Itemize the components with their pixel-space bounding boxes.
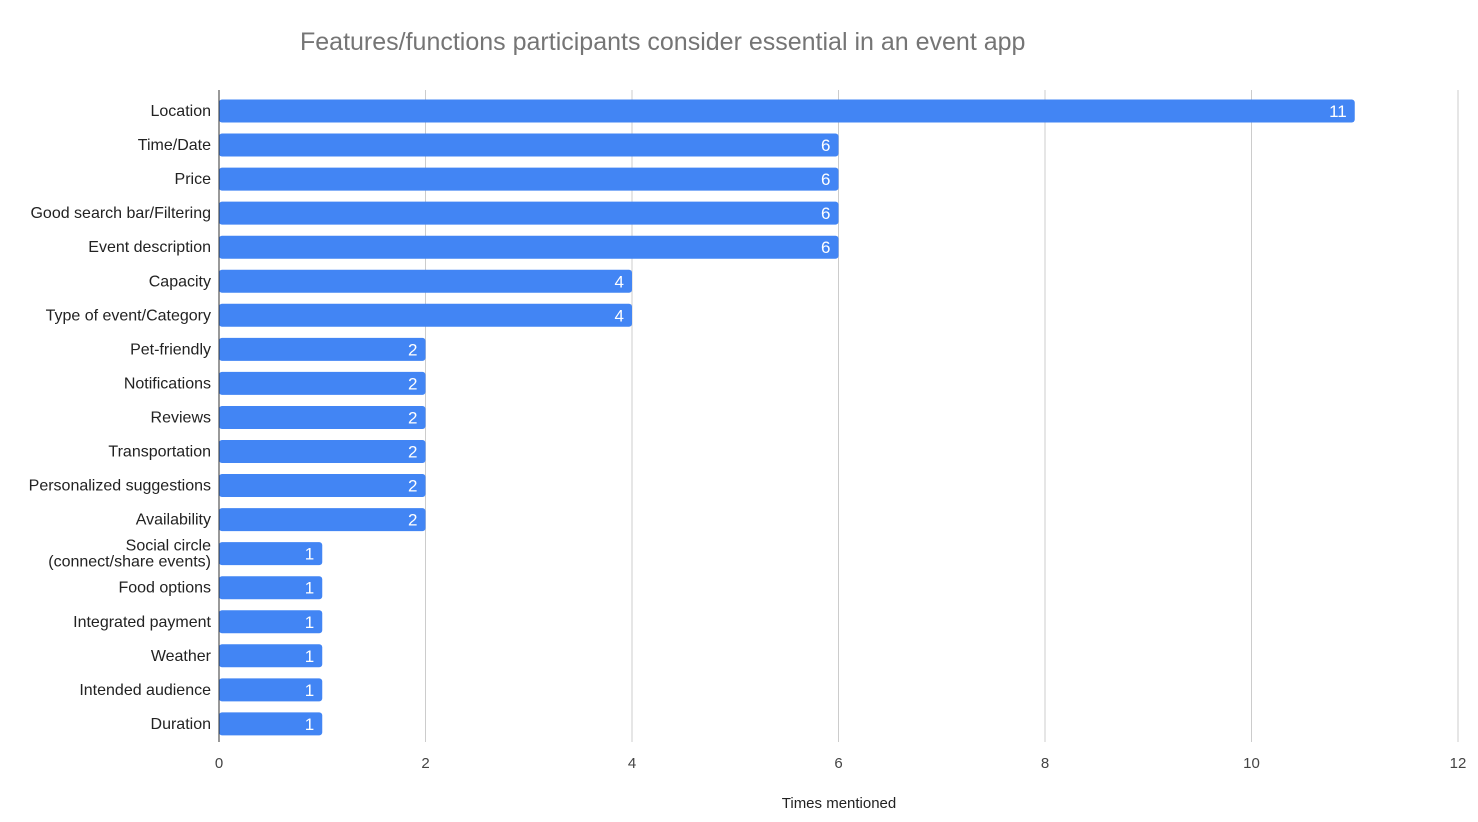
x-tick-label: 4 xyxy=(628,755,636,772)
data-label: 1 xyxy=(305,681,314,700)
data-label: 1 xyxy=(305,579,314,598)
category-label: Capacity xyxy=(149,273,211,290)
bar xyxy=(219,371,426,395)
chart-title: Features/functions participants consider… xyxy=(300,28,1026,56)
bar xyxy=(219,201,839,225)
x-axis-title: Times mentioned xyxy=(782,795,897,812)
category-label: Good search bar/Filtering xyxy=(30,205,211,222)
data-label: 6 xyxy=(821,238,830,257)
data-label: 1 xyxy=(305,545,314,564)
category-label: Event description xyxy=(88,239,211,256)
gridlines xyxy=(425,90,1459,742)
category-label: Intended audience xyxy=(79,682,211,699)
data-label: 2 xyxy=(408,374,417,393)
category-label: Reviews xyxy=(151,409,211,426)
bar xyxy=(219,678,323,702)
data-label: 6 xyxy=(821,170,830,189)
bar xyxy=(219,133,839,157)
category-label: Food options xyxy=(118,580,211,597)
bar xyxy=(219,610,323,634)
x-tick-label: 12 xyxy=(1450,755,1467,772)
category-label: Personalized suggestions xyxy=(29,478,211,495)
bar xyxy=(219,508,426,532)
x-tick-label: 0 xyxy=(215,755,223,772)
x-tick-label: 6 xyxy=(834,755,842,772)
bar xyxy=(219,576,323,600)
data-label: 11 xyxy=(1329,102,1347,121)
bar xyxy=(219,303,632,327)
bar xyxy=(219,405,426,429)
bars xyxy=(219,99,1355,736)
data-label: 2 xyxy=(408,408,417,427)
category-label: Transportation xyxy=(108,444,211,461)
data-label: 1 xyxy=(305,613,314,632)
category-label: Weather xyxy=(151,648,212,665)
category-label: Location xyxy=(151,103,212,120)
data-label: 1 xyxy=(305,647,314,666)
data-label: 6 xyxy=(821,136,830,155)
x-tick-label: 8 xyxy=(1041,755,1049,772)
category-label: Social circle (connect/share events) xyxy=(48,538,211,571)
bar xyxy=(219,474,426,498)
category-label: Notifications xyxy=(124,375,211,392)
data-label: 2 xyxy=(408,477,417,496)
data-label: 2 xyxy=(408,340,417,359)
category-label: Integrated payment xyxy=(73,614,211,631)
data-label: 2 xyxy=(408,443,417,462)
data-label: 6 xyxy=(821,204,830,223)
bar xyxy=(219,235,839,259)
data-label: 4 xyxy=(615,306,624,325)
category-label: Price xyxy=(175,171,212,188)
category-label: Availability xyxy=(136,512,211,529)
x-tick-label: 10 xyxy=(1243,755,1260,772)
data-label: 4 xyxy=(615,272,624,291)
bar xyxy=(219,337,426,361)
category-label: Pet-friendly xyxy=(130,341,211,358)
data-label: 1 xyxy=(305,715,314,734)
category-label: Type of event/Category xyxy=(46,307,211,324)
bar xyxy=(219,269,632,293)
bar xyxy=(219,440,426,463)
bar xyxy=(219,542,323,566)
x-tick-label: 2 xyxy=(421,755,429,772)
bar xyxy=(219,644,323,668)
bar xyxy=(219,167,839,191)
bar xyxy=(219,712,323,736)
category-label: Time/Date xyxy=(138,137,211,154)
data-label: 2 xyxy=(408,511,417,530)
bar xyxy=(219,99,1355,123)
category-label: Duration xyxy=(151,716,211,733)
